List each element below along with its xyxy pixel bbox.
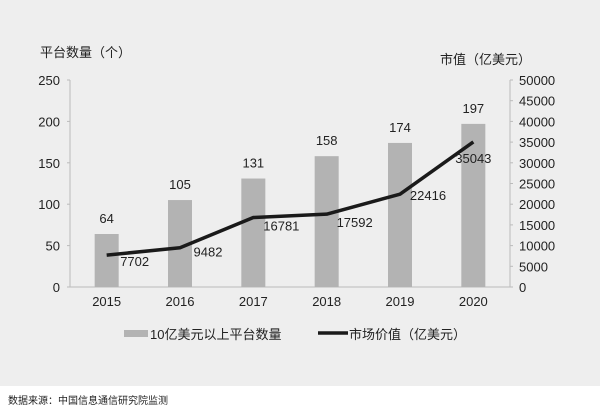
- right-tick-label: 25000: [519, 177, 555, 192]
- right-tick-label: 50000: [519, 73, 555, 88]
- x-tick-label: 2016: [166, 294, 195, 309]
- x-tick-label: 2019: [386, 294, 415, 309]
- right-tick-label: 40000: [519, 114, 555, 129]
- source-note: 数据来源：中国信息通信研究院监测: [8, 396, 168, 407]
- bar: [94, 234, 119, 287]
- bar: [314, 156, 339, 287]
- left-tick-label: 150: [38, 156, 60, 171]
- legend-bar-swatch: [124, 330, 148, 337]
- chart: 平台数量（个） 市值（亿美元） 0 50 100 150 200 250 0 5000 1000…: [38, 45, 555, 342]
- left-tick-label: 100: [38, 197, 60, 212]
- legend-line-label: 市场价值（亿美元）: [349, 327, 466, 342]
- x-tick-label: 2015: [92, 294, 121, 309]
- right-tick-label: 30000: [519, 156, 555, 171]
- x-tick-label: 2017: [239, 294, 268, 309]
- bar: [461, 123, 486, 287]
- left-tick-label: 200: [38, 114, 60, 129]
- market-value-line: [106, 140, 475, 257]
- chart-panel: [0, 0, 600, 386]
- right-tick-label: 0: [519, 280, 526, 295]
- bar-value-label: 174: [389, 120, 411, 135]
- right-tick-label: 5000: [519, 259, 548, 274]
- x-tick-label: 2018: [312, 294, 341, 309]
- line-value-label: 16781: [263, 219, 299, 234]
- right-tick-label: 45000: [519, 94, 555, 109]
- right-tick-label: 20000: [519, 197, 555, 212]
- left-tick-label: 250: [38, 73, 60, 88]
- right-tick-label: 15000: [519, 218, 555, 233]
- bar: [241, 178, 266, 287]
- right-axis-label: 市值（亿美元）: [440, 52, 531, 67]
- line-value-label: 17592: [337, 215, 373, 230]
- right-tick-label: 10000: [519, 239, 555, 254]
- bar: [388, 142, 412, 287]
- bar-value-label: 158: [316, 133, 338, 148]
- line-value-label: 22416: [410, 188, 446, 203]
- left-tick-label: 0: [53, 280, 60, 295]
- bar-value-label: 131: [242, 156, 264, 171]
- bar-value-label: 197: [462, 101, 484, 116]
- left-tick-label: 50: [46, 239, 60, 254]
- line-value-label: 35043: [455, 151, 491, 166]
- x-tick-label: 2020: [459, 294, 488, 309]
- legend-bar-label: 10亿美元以上平台数量: [150, 327, 281, 342]
- bar-value-label: 105: [169, 177, 191, 192]
- line-value-label: 7702: [120, 254, 149, 269]
- bar-value-label: 64: [99, 211, 113, 226]
- right-tick-label: 35000: [519, 135, 555, 150]
- left-axis-label: 平台数量（个）: [40, 45, 131, 60]
- line-value-label: 9482: [194, 245, 223, 260]
